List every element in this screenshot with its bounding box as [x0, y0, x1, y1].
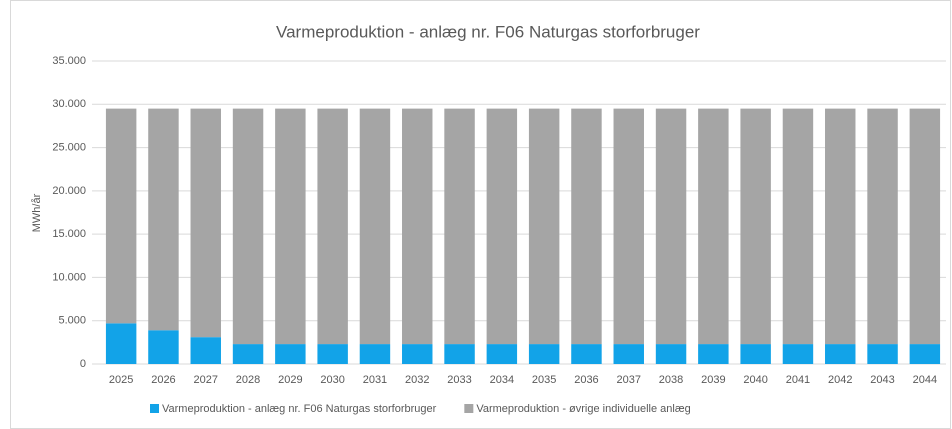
legend-label: Varmeproduktion - øvrige individuelle an… — [476, 403, 690, 415]
y-axis-label: MWh/år — [31, 193, 43, 232]
bar-segment — [867, 344, 898, 364]
x-tick-label: 2027 — [194, 374, 218, 386]
x-tick-label: 2044 — [913, 374, 937, 386]
x-tick-label: 2029 — [278, 374, 302, 386]
bar-segment — [486, 344, 518, 364]
y-tick-label: 30.000 — [52, 98, 86, 110]
bar-segment — [782, 344, 814, 364]
y-tick-label: 20.000 — [52, 185, 86, 197]
y-tick-label: 15.000 — [52, 228, 86, 240]
bar-segment — [275, 108, 306, 345]
bar-segment — [105, 323, 137, 364]
bar-segment — [190, 337, 221, 364]
y-tick-label: 25.000 — [52, 141, 86, 153]
bar-segment — [867, 108, 898, 345]
bar-segment — [825, 344, 856, 364]
x-tick-label: 2039 — [701, 374, 725, 386]
bar-segment — [528, 344, 560, 364]
bar-segment — [148, 108, 179, 331]
y-tick-label: 10.000 — [52, 271, 86, 283]
bar-segment — [613, 108, 644, 345]
x-tick-label: 2026 — [151, 374, 175, 386]
y-tick-label: 5.000 — [58, 315, 86, 327]
x-tick-label: 2036 — [574, 374, 598, 386]
bar-segment — [359, 108, 391, 345]
x-tick-label: 2034 — [490, 374, 514, 386]
y-tick-label: 35.000 — [52, 55, 86, 67]
bar-segment — [317, 344, 348, 364]
x-tick-label: 2025 — [109, 374, 133, 386]
x-tick-label: 2035 — [532, 374, 556, 386]
bar-segment — [528, 108, 560, 345]
bar-segment — [571, 108, 602, 345]
bar-segment — [909, 344, 941, 364]
bar-segment — [571, 344, 602, 364]
bar-segment — [655, 108, 687, 345]
bar-segment — [105, 108, 137, 324]
bar-segment — [359, 344, 391, 364]
x-tick-label: 2040 — [743, 374, 767, 386]
bar-segment — [444, 344, 475, 364]
bar-segment — [232, 108, 264, 345]
bar-segment — [740, 108, 771, 345]
x-tick-label: 2033 — [447, 374, 471, 386]
bar-segment — [275, 344, 306, 364]
x-tick-label: 2042 — [828, 374, 852, 386]
bar-segment — [698, 108, 729, 345]
bar-segment — [486, 108, 518, 345]
x-tick-label: 2031 — [363, 374, 387, 386]
bar-segment — [825, 108, 856, 345]
bar-segment — [782, 108, 814, 345]
legend-swatch — [150, 404, 159, 413]
bar-segment — [232, 344, 264, 364]
x-tick-label: 2030 — [320, 374, 344, 386]
bar-segment — [909, 108, 941, 345]
legend-label: Varmeproduktion - anlæg nr. F06 Naturgas… — [162, 403, 437, 415]
x-tick-label: 2043 — [870, 374, 894, 386]
bar-segment — [402, 344, 433, 364]
bar-segment — [444, 108, 475, 345]
x-tick-label: 2028 — [236, 374, 260, 386]
bar-segment — [402, 108, 433, 345]
x-tick-label: 2032 — [405, 374, 429, 386]
bar-segment — [190, 108, 221, 338]
bar-segment — [317, 108, 348, 345]
x-tick-label: 2038 — [659, 374, 683, 386]
legend-swatch — [464, 404, 474, 413]
x-tick-label: 2041 — [786, 374, 810, 386]
bar-segment — [698, 344, 729, 364]
bar-segment — [148, 330, 179, 364]
bar-segment — [740, 344, 771, 364]
bar-segment — [613, 344, 644, 364]
y-tick-label: 0 — [80, 358, 86, 370]
x-tick-label: 2037 — [617, 374, 641, 386]
bar-segment — [655, 344, 687, 364]
chart-title: Varmeproduktion - anlæg nr. F06 Naturgas… — [276, 22, 700, 41]
